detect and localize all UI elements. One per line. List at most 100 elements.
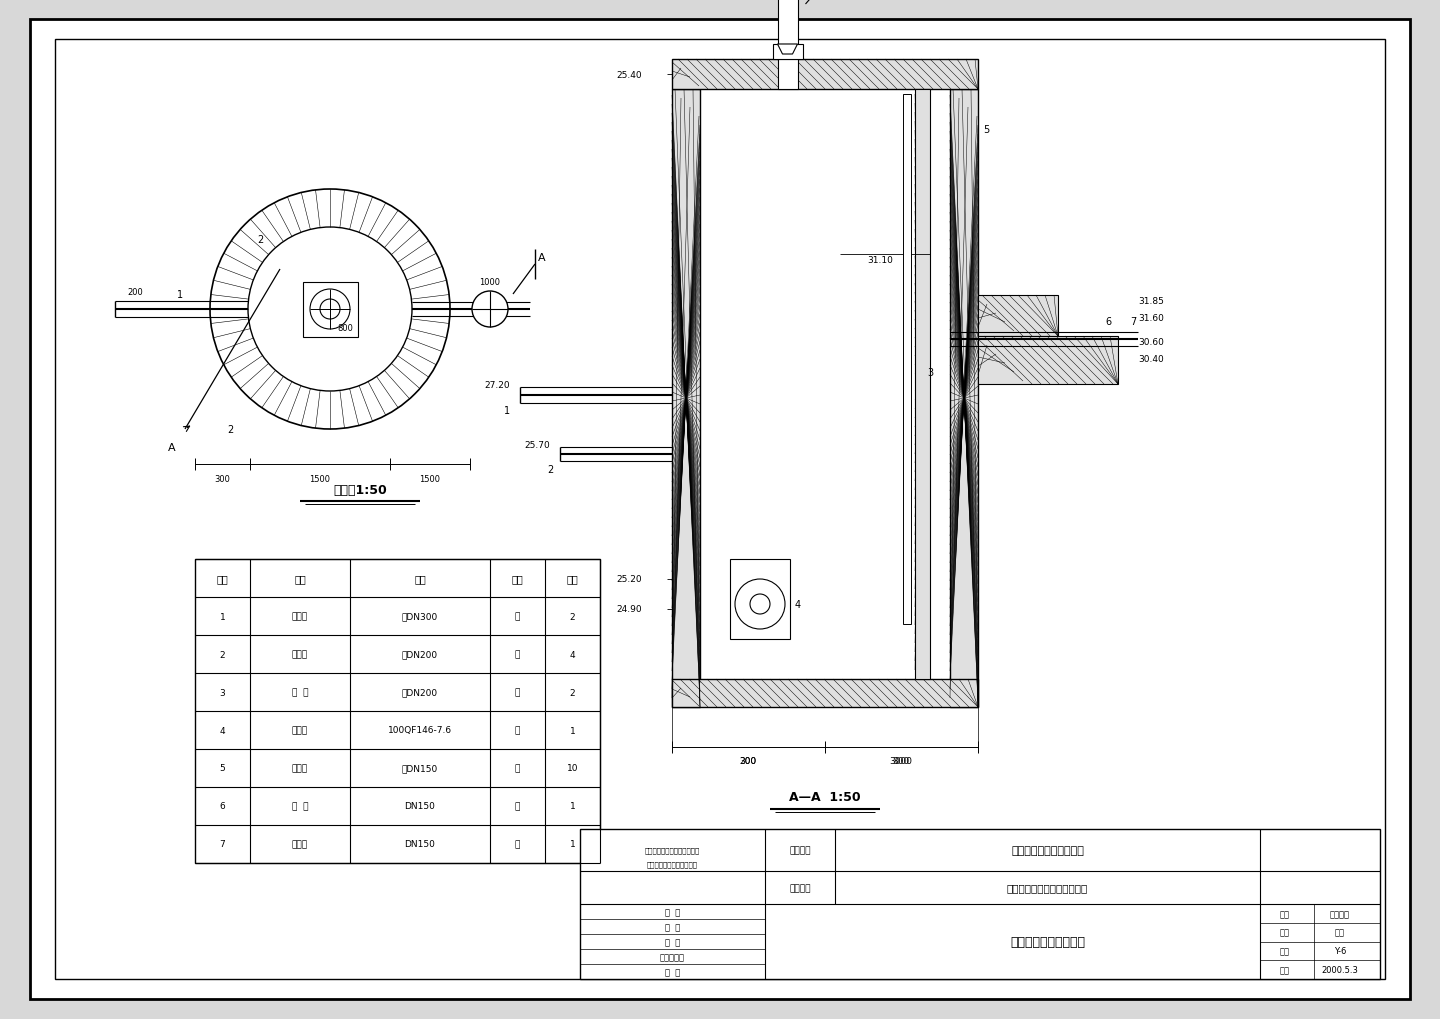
Bar [978, 296, 1058, 336]
Text: 工艺: 工艺 [1335, 927, 1345, 936]
Text: A: A [168, 442, 176, 452]
Text: 1: 1 [570, 840, 576, 849]
Text: 1: 1 [177, 289, 183, 300]
Text: 10: 10 [567, 764, 579, 772]
Text: 1000: 1000 [480, 277, 501, 286]
Text: 200: 200 [127, 287, 143, 297]
Text: 平顶山市建工程业技术咨询处: 平顶山市建工程业技术咨询处 [645, 847, 700, 854]
Bar [730, 559, 791, 639]
Text: 钢DN200: 钢DN200 [402, 688, 438, 697]
Text: 1: 1 [570, 802, 576, 811]
Text: 1: 1 [504, 406, 510, 416]
Text: 2: 2 [220, 650, 225, 659]
Bar [302, 282, 357, 337]
Text: 31.85: 31.85 [1138, 297, 1164, 306]
Text: 单位: 单位 [511, 574, 523, 584]
Text: Y-6: Y-6 [1333, 947, 1346, 956]
Text: 日期: 日期 [1280, 965, 1290, 974]
Text: 7: 7 [220, 840, 226, 849]
Bar [672, 90, 700, 707]
Bar [672, 60, 978, 90]
Text: 30.60: 30.60 [1138, 337, 1164, 346]
Text: 2000.5.3: 2000.5.3 [1322, 965, 1358, 974]
Text: 工程负责人: 工程负责人 [660, 952, 685, 961]
Text: 300: 300 [739, 757, 756, 765]
Text: 钢DN200: 钢DN200 [402, 650, 438, 659]
Text: 个: 个 [516, 802, 520, 811]
Text: 2: 2 [570, 688, 576, 697]
Text: 蝶  阀: 蝶 阀 [292, 688, 308, 697]
Circle shape [320, 300, 340, 320]
Circle shape [472, 291, 508, 328]
Text: 4: 4 [795, 599, 801, 609]
Text: 初步设计: 初步设计 [1331, 909, 1349, 918]
Text: 图号: 图号 [1280, 947, 1290, 956]
Text: 钢DN150: 钢DN150 [402, 764, 438, 772]
Text: 2: 2 [570, 611, 576, 621]
Text: 31.10: 31.10 [867, 255, 893, 264]
Bar [914, 90, 930, 680]
Text: 24.90: 24.90 [616, 605, 642, 613]
Text: 设  计: 设 计 [665, 907, 680, 916]
Text: 长沙市雁平建工程化咨询处: 长沙市雁平建工程化咨询处 [647, 861, 698, 867]
Text: 7: 7 [1130, 317, 1136, 327]
Text: 工程名称: 工程名称 [789, 883, 811, 892]
Text: 校  对: 校 对 [665, 922, 680, 931]
Text: 30.40: 30.40 [1138, 355, 1164, 363]
Text: 米: 米 [516, 764, 520, 772]
Text: 图别: 图别 [1280, 927, 1290, 936]
Text: 阶段: 阶段 [1280, 909, 1290, 918]
Text: 单向阀: 单向阀 [292, 840, 308, 849]
Text: 5: 5 [220, 764, 226, 772]
Text: 审  核: 审 核 [665, 937, 680, 946]
Text: 剩余污泥井平面剖面图: 剩余污泥井平面剖面图 [1009, 935, 1084, 948]
Text: DN150: DN150 [405, 840, 435, 849]
Bar [950, 90, 978, 707]
Bar [672, 680, 978, 707]
Text: 台: 台 [516, 726, 520, 735]
Bar [778, 60, 798, 90]
Text: 1: 1 [570, 726, 576, 735]
Text: 5: 5 [984, 125, 989, 135]
Text: 潜污泵: 潜污泵 [292, 726, 308, 735]
Bar [194, 559, 600, 863]
Text: 出泥管: 出泥管 [292, 764, 308, 772]
Text: 25.20: 25.20 [616, 575, 642, 584]
Text: 个: 个 [516, 688, 520, 697]
Circle shape [210, 190, 451, 430]
Text: 25.70: 25.70 [524, 440, 550, 449]
Text: 1500: 1500 [310, 474, 331, 483]
Text: 蝶  阀: 蝶 阀 [292, 802, 308, 811]
Text: 3: 3 [220, 688, 226, 697]
Text: 31.60: 31.60 [1138, 313, 1164, 322]
Circle shape [750, 594, 770, 614]
Text: 数量: 数量 [566, 574, 579, 584]
Text: 长沙第一污水处理厂扩建工程: 长沙第一污水处理厂扩建工程 [1007, 882, 1089, 893]
Bar [903, 95, 912, 625]
Text: 4: 4 [220, 726, 225, 735]
Text: 2: 2 [547, 465, 554, 475]
Text: 4: 4 [570, 650, 576, 659]
Text: 进泥管: 进泥管 [292, 611, 308, 621]
Bar [580, 829, 1380, 979]
Text: 100QF146-7.6: 100QF146-7.6 [387, 726, 452, 735]
Text: 2: 2 [228, 425, 233, 434]
Text: 钢DN300: 钢DN300 [402, 611, 438, 621]
Text: DN150: DN150 [405, 802, 435, 811]
Circle shape [310, 289, 350, 330]
Text: 建设单位: 建设单位 [789, 846, 811, 855]
Bar [772, 45, 802, 60]
Text: 200: 200 [739, 757, 756, 765]
Text: 3000: 3000 [890, 757, 913, 765]
Text: A: A [539, 253, 546, 263]
Text: 1: 1 [220, 611, 226, 621]
Text: 3: 3 [927, 368, 933, 378]
Text: 2: 2 [256, 234, 264, 245]
Text: 个: 个 [516, 840, 520, 849]
Text: 25.40: 25.40 [616, 70, 642, 79]
Text: 名称: 名称 [294, 574, 305, 584]
Text: 27.20: 27.20 [484, 381, 510, 390]
Polygon shape [778, 45, 798, 55]
Circle shape [734, 580, 785, 630]
Text: 300: 300 [215, 474, 230, 483]
